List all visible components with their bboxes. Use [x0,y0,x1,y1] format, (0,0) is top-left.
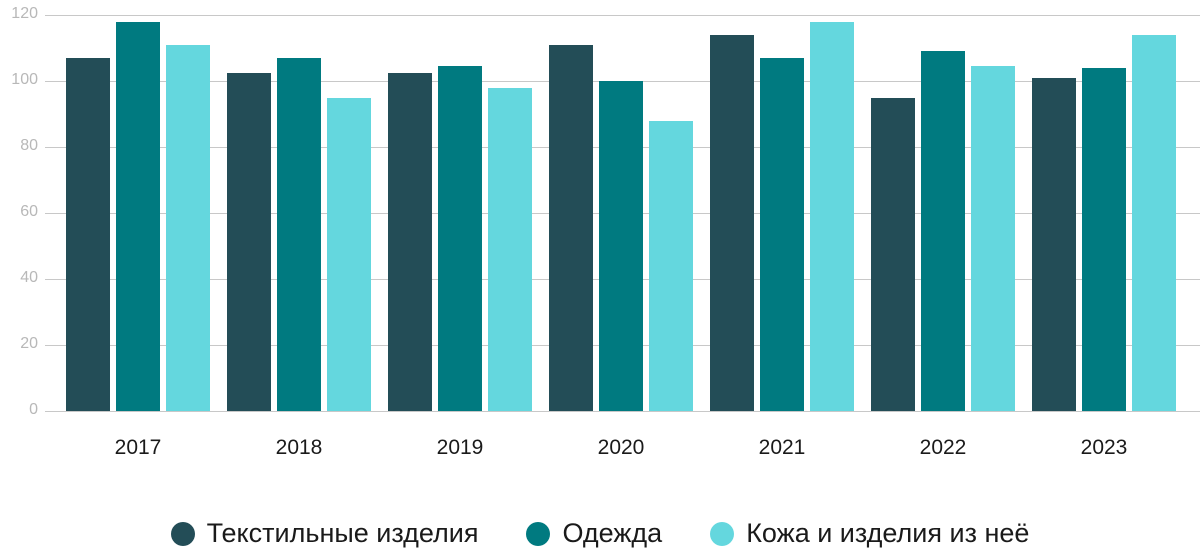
bar [327,97,371,411]
x-tick-label: 2021 [758,436,806,459]
bar [649,120,693,411]
legend-dot-icon [170,521,195,546]
y-tick-label: 20 [20,335,38,353]
x-tick-label: 2019 [436,436,484,459]
legend: Текстильные изделия Одежда Кожа и издели… [0,518,1200,549]
bar [116,21,160,411]
x-tick-label: 2018 [275,436,323,459]
legend-item-clothing: Одежда [526,518,662,549]
legend-label: Одежда [562,518,663,548]
legend-dot-icon [710,521,735,546]
legend-item-textiles: Текстильные изделия [170,518,479,549]
y-tick-label: 40 [20,269,38,287]
x-tick-label: 2020 [597,436,645,459]
y-tick-label: 100 [11,71,38,89]
y-tick-label: 80 [20,137,38,155]
bar [66,57,110,411]
bar [760,57,804,411]
bar [388,72,432,411]
gridline [45,15,1200,16]
bar [488,87,532,411]
bar [1132,34,1176,411]
legend-label: Кожа и изделия из неё [746,518,1030,548]
bar [599,81,643,411]
bar [227,72,271,411]
bar [871,97,915,411]
bar [277,57,321,411]
bar [921,51,965,411]
legend-item-leather: Кожа и изделия из неё [710,518,1029,549]
y-tick-label: 60 [20,203,38,221]
legend-dot-icon [526,521,551,546]
y-tick-label: 120 [11,5,38,23]
legend-label: Текстильные изделия [206,518,479,548]
y-tick-label: 0 [29,401,38,419]
bar [971,66,1015,411]
x-tick-label: 2017 [114,436,162,459]
x-tick-label: 2022 [919,436,967,459]
bar [810,21,854,411]
bar [166,44,210,411]
x-tick-label: 2023 [1080,436,1128,459]
gridline [45,411,1200,412]
bar [438,66,482,411]
bar [549,44,593,411]
bar [1032,77,1076,411]
bar [1082,67,1126,411]
bar [710,34,754,411]
